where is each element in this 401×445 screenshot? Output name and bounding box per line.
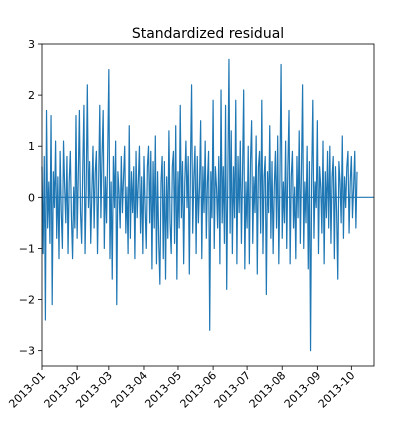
y-tick-label: 0 (28, 191, 35, 204)
x-tick-label: 2013-06 (178, 369, 220, 411)
x-tick-label: 2013-04 (108, 369, 150, 411)
x-axis: 2013-012013-022013-032013-042013-052013-… (6, 366, 357, 411)
x-tick-label: 2013-01 (6, 369, 48, 411)
residual-series-line (41, 58, 358, 352)
plot-area (41, 58, 374, 352)
y-tick-label: −2 (19, 294, 35, 307)
x-tick-label: 2013-07 (212, 369, 254, 411)
x-tick-label: 2013-09 (282, 369, 324, 411)
y-tick-label: −3 (19, 345, 35, 358)
y-tick-label: 2 (28, 89, 35, 102)
x-tick-label: 2013-08 (247, 369, 289, 411)
x-tick-label: 2013-10 (316, 369, 358, 411)
x-tick-label: 2013-05 (142, 369, 184, 411)
chart-title: Standardized residual (132, 26, 284, 42)
plot-frame (41, 43, 375, 367)
y-tick-label: 3 (28, 38, 35, 51)
y-tick-label: −1 (19, 242, 35, 255)
y-tick-label: 1 (28, 140, 35, 153)
y-axis: −3 −2 −1 0 1 2 3 (19, 38, 42, 358)
